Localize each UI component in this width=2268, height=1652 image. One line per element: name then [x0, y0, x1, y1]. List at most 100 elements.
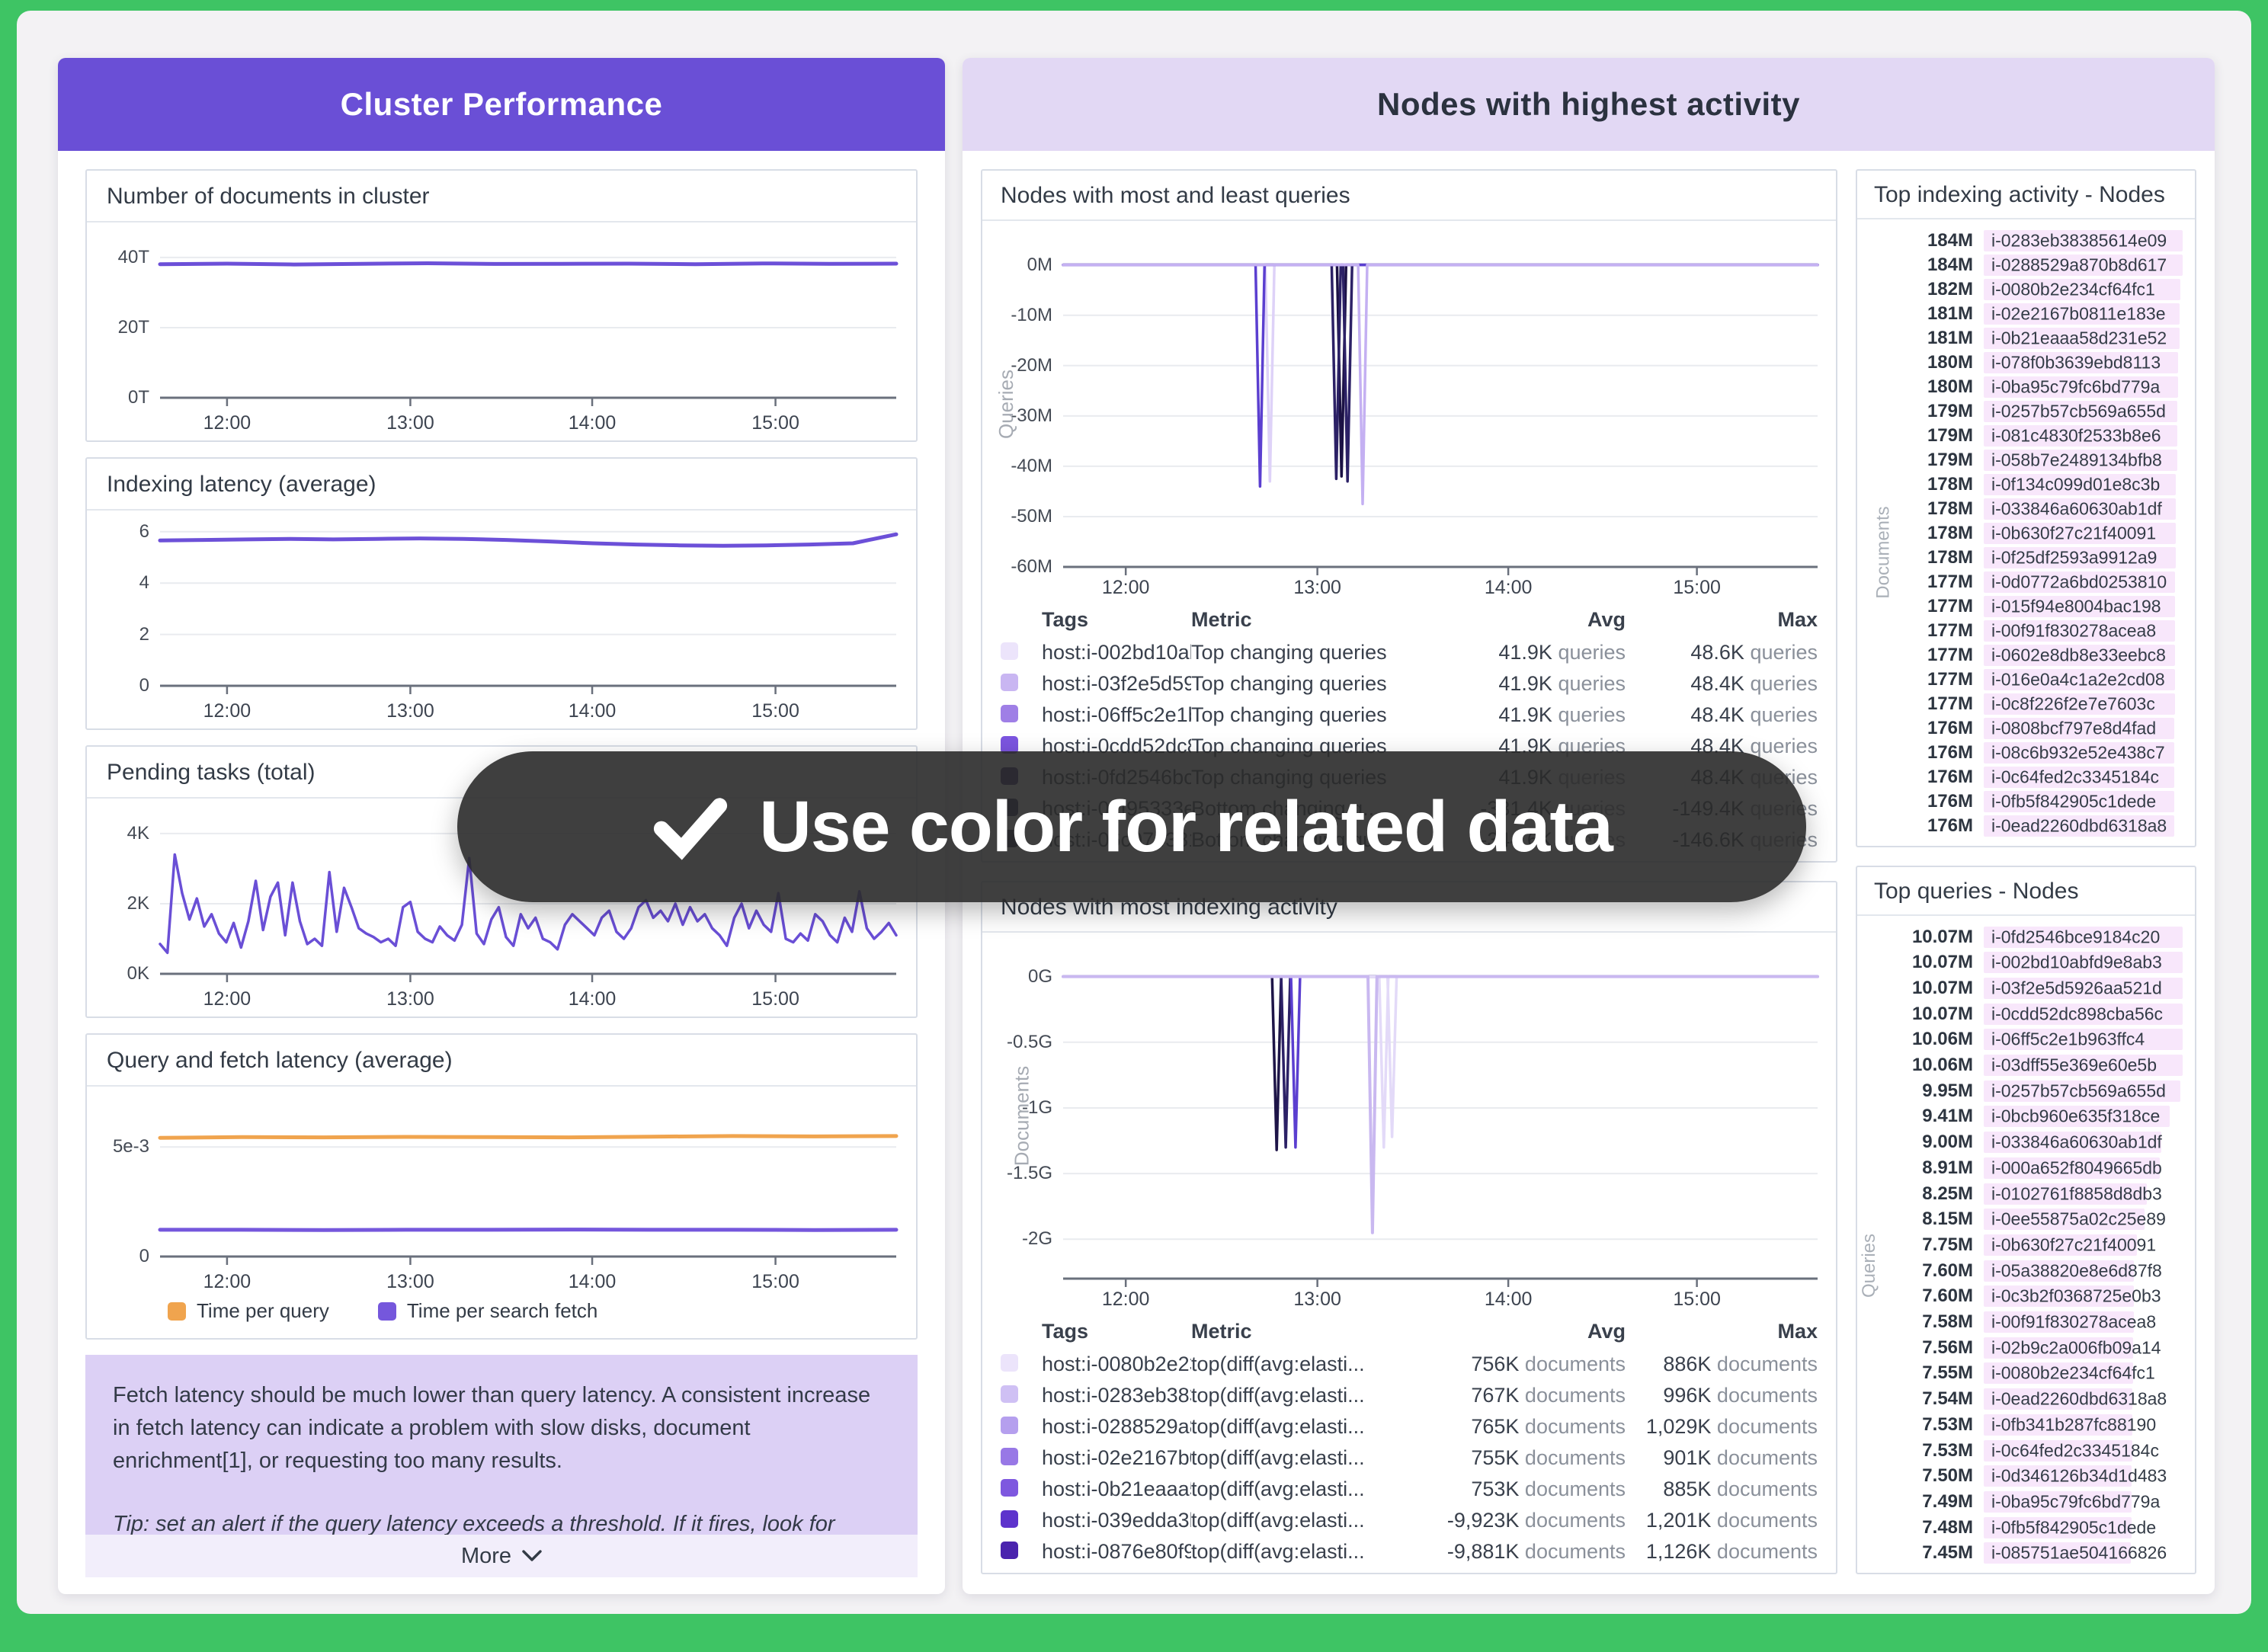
y-tick-label: 0	[139, 675, 149, 696]
list-item[interactable]: 7.58M i-00f91f830278acea8	[1901, 1311, 2183, 1334]
y-tick-label: -1.5G	[1006, 1163, 1052, 1184]
list-item[interactable]: 7.55M i-0080b2e234cf64fc1	[1901, 1362, 2183, 1385]
value-bar	[1984, 669, 2176, 691]
list-item[interactable]: 10.07M i-0fd2546bce9184c20	[1901, 925, 2183, 949]
list-item[interactable]: 176M i-0ead2260dbd6318a8	[1901, 815, 2183, 838]
max-cell: 1,029K documents	[1645, 1415, 1818, 1438]
list-item[interactable]: 9.95M i-0257b57cb569a655d	[1901, 1079, 2183, 1103]
list-item[interactable]: 176M i-0c64fed2c3345184c	[1901, 766, 2183, 789]
queries-activity-box: Nodes with most and least queries 0M -10M…	[981, 169, 1837, 863]
list-item[interactable]: 178M i-033846a60630ab1df	[1901, 497, 2183, 520]
list-item[interactable]: 177M i-0d0772a6bd0253810	[1901, 570, 2183, 594]
list-value: 184M	[1927, 254, 1973, 275]
list-item[interactable]: 184M i-0283eb38385614e09	[1901, 229, 2183, 252]
metric-cell: top(diff(avg:elasti...	[1191, 1509, 1365, 1532]
list-item[interactable]: 10.07M i-03f2e5d5926aa521d	[1901, 976, 2183, 1000]
table-row[interactable]: host:i-0288529a870b8d617 top(diff(avg:el…	[1001, 1411, 1818, 1442]
y-tick-label: 0M	[1027, 254, 1052, 275]
list-item[interactable]: 10.06M i-06ff5c2e1b963ffc4	[1901, 1028, 2183, 1052]
list-item[interactable]: 178M i-0f25df2593a9912a9	[1901, 546, 2183, 569]
node-id: i-016e0a4c1a2e2cd08	[1991, 669, 2165, 690]
list-item[interactable]: 184M i-0288529a870b8d617	[1901, 253, 2183, 277]
value-bar	[1984, 1362, 2133, 1385]
value-bar	[1984, 1439, 2133, 1462]
node-id: i-00f91f830278acea8	[1991, 1311, 2157, 1332]
table-row[interactable]: host:i-02e2167b0811e183e top(diff(avg:el…	[1001, 1442, 1818, 1474]
table-row[interactable]: host:i-06ff5c2e1b963ffc4 Top changing qu…	[1001, 700, 1818, 731]
list-item[interactable]: 7.75M i-0b630f27c21f40091	[1901, 1233, 2183, 1257]
list-item[interactable]: 10.07M i-002bd10abfd9e8ab3	[1901, 951, 2183, 975]
list-item[interactable]: 177M i-0c8f226f2e7e7603c	[1901, 693, 2183, 716]
table-row[interactable]: host:i-039edda3b806206a6 top(diff(avg:el…	[1001, 1505, 1818, 1536]
list-item[interactable]: 9.00M i-033846a60630ab1df	[1901, 1131, 2183, 1154]
list-item[interactable]: 178M i-0b630f27c21f40091	[1901, 521, 2183, 545]
legend-item[interactable]: Time per query	[168, 1299, 329, 1323]
list-item[interactable]: 179M i-058b7e2489134bfb8	[1901, 448, 2183, 472]
table-row[interactable]: host:i-0080b2e234cf64fc1 top(diff(avg:el…	[1001, 1349, 1818, 1380]
list-item[interactable]: 7.60M i-0c3b2f0368725e0b3	[1901, 1285, 2183, 1308]
list-item[interactable]: 10.07M i-0cdd52dc898cba56c	[1901, 1002, 2183, 1026]
list-item[interactable]: 8.15M i-0ee55875a02c25e89	[1901, 1208, 2183, 1231]
list-item[interactable]: 7.45M i-085751ae504166826	[1901, 1542, 2183, 1565]
list-item[interactable]: 7.53M i-0c64fed2c3345184c	[1901, 1439, 2183, 1462]
list-item[interactable]: 8.91M i-000a652f8049665db	[1901, 1156, 2183, 1180]
max-cell: 48.4K queries	[1690, 672, 1818, 695]
list-item[interactable]: 176M i-0808bcf797e8d4fad	[1901, 717, 2183, 741]
list-item[interactable]: 7.56M i-02b9c2a006fb09a14	[1901, 1336, 2183, 1359]
node-id: i-0ead2260dbd6318a8	[1991, 1388, 2167, 1409]
more-label: More	[460, 1543, 512, 1568]
list-item[interactable]: 9.41M i-0bcb960e635f318ce	[1901, 1105, 2183, 1129]
value-bar	[1984, 327, 2180, 349]
list-item[interactable]: 7.53M i-0fb341b287fc88190	[1901, 1413, 2183, 1436]
list-item[interactable]: 182M i-0080b2e234cf64fc1	[1901, 277, 2183, 301]
value-bar	[1984, 1106, 2170, 1128]
list-item[interactable]: 179M i-0257b57cb569a655d	[1901, 399, 2183, 423]
more-button[interactable]: More	[85, 1535, 918, 1577]
table-row[interactable]: host:i-0876e80f942263afb top(diff(avg:el…	[1001, 1536, 1818, 1567]
list-value: 9.95M	[1922, 1080, 1973, 1101]
list-value: 7.75M	[1922, 1234, 1973, 1255]
value-bar	[1984, 1311, 2134, 1333]
list-item[interactable]: 181M i-0b21eaaa58d231e52	[1901, 326, 2183, 350]
list-item[interactable]: 7.49M i-0ba95c79fc6bd779a	[1901, 1490, 2183, 1513]
list-title: Top indexing activity - Nodes	[1857, 171, 2195, 219]
list-item[interactable]: 7.60M i-05a38820e8e6d87f8	[1901, 1259, 2183, 1282]
table-row[interactable]: host:i-0283eb38385614e09 top(diff(avg:el…	[1001, 1380, 1818, 1411]
table-row[interactable]: host:i-0b21eaaa58d231e52 top(diff(avg:el…	[1001, 1474, 1818, 1505]
list-item[interactable]: 180M i-0ba95c79fc6bd779a	[1901, 375, 2183, 399]
list-item[interactable]: 176M i-08c6b932e52e438c7	[1901, 741, 2183, 765]
legend-item[interactable]: Time per search fetch	[377, 1299, 597, 1323]
list-item[interactable]: 7.48M i-0fb5f842905c1dede	[1901, 1516, 2183, 1539]
table-row[interactable]: host:i-03f2e5d5926aa521d Top changing qu…	[1001, 668, 1818, 700]
list-item[interactable]: 181M i-02e2167b0811e183e	[1901, 302, 2183, 325]
list-item[interactable]: 176M i-0fb5f842905c1dede	[1901, 790, 2183, 814]
list-item[interactable]: 177M i-00f91f830278acea8	[1901, 620, 2183, 643]
list-item[interactable]: 177M i-016e0a4c1a2e2cd08	[1901, 668, 2183, 692]
chevron-down-icon	[522, 1550, 542, 1561]
list-item[interactable]: 177M i-0602e8db8e33eebc8	[1901, 644, 2183, 668]
list-item[interactable]: 8.25M i-0102761f8858d8db3	[1901, 1182, 2183, 1205]
chart-documents-in-cluster: Number of documents in cluster 40T 20T 0T 12…	[85, 169, 918, 442]
list-item[interactable]: 7.50M i-0d346126b34d1d483	[1901, 1465, 2183, 1488]
list-value: 176M	[1927, 767, 1973, 788]
list-value: 179M	[1927, 400, 1973, 421]
value-bar	[1984, 926, 2183, 948]
max-cell: 886K documents	[1663, 1353, 1818, 1375]
value-bar	[1984, 767, 2174, 789]
list-item[interactable]: 179M i-081c4830f2533b8e6	[1901, 424, 2183, 447]
y-tick-label: 0G	[1027, 965, 1052, 987]
list-item[interactable]: 7.54M i-0ead2260dbd6318a8	[1901, 1388, 2183, 1411]
list-item[interactable]: 178M i-0f134c099d01e8c3b	[1901, 472, 2183, 496]
list-value: 7.54M	[1922, 1388, 1973, 1410]
list-item[interactable]: 10.06M i-03dff55e369e60e5b	[1901, 1054, 2183, 1077]
value-bar	[1984, 278, 2181, 300]
charts-column: Nodes with most and least queries 0M -10M…	[981, 169, 1837, 1574]
list-item[interactable]: 177M i-015f94e8004bac198	[1901, 594, 2183, 618]
table-row[interactable]: host:i-002bd10abfd9e8ab3 Top changing qu…	[1001, 637, 1818, 668]
metric-cell: top(diff(avg:elasti...	[1191, 1478, 1365, 1500]
y-tick-label: 40T	[117, 246, 149, 267]
y-tick-label: -20M	[1011, 354, 1052, 376]
value-bar	[1984, 400, 2177, 422]
list-item[interactable]: 180M i-078f0b3639ebd8113	[1901, 351, 2183, 374]
nodes-activity-body: Nodes with most and least queries 0M -10M…	[963, 151, 2215, 1593]
